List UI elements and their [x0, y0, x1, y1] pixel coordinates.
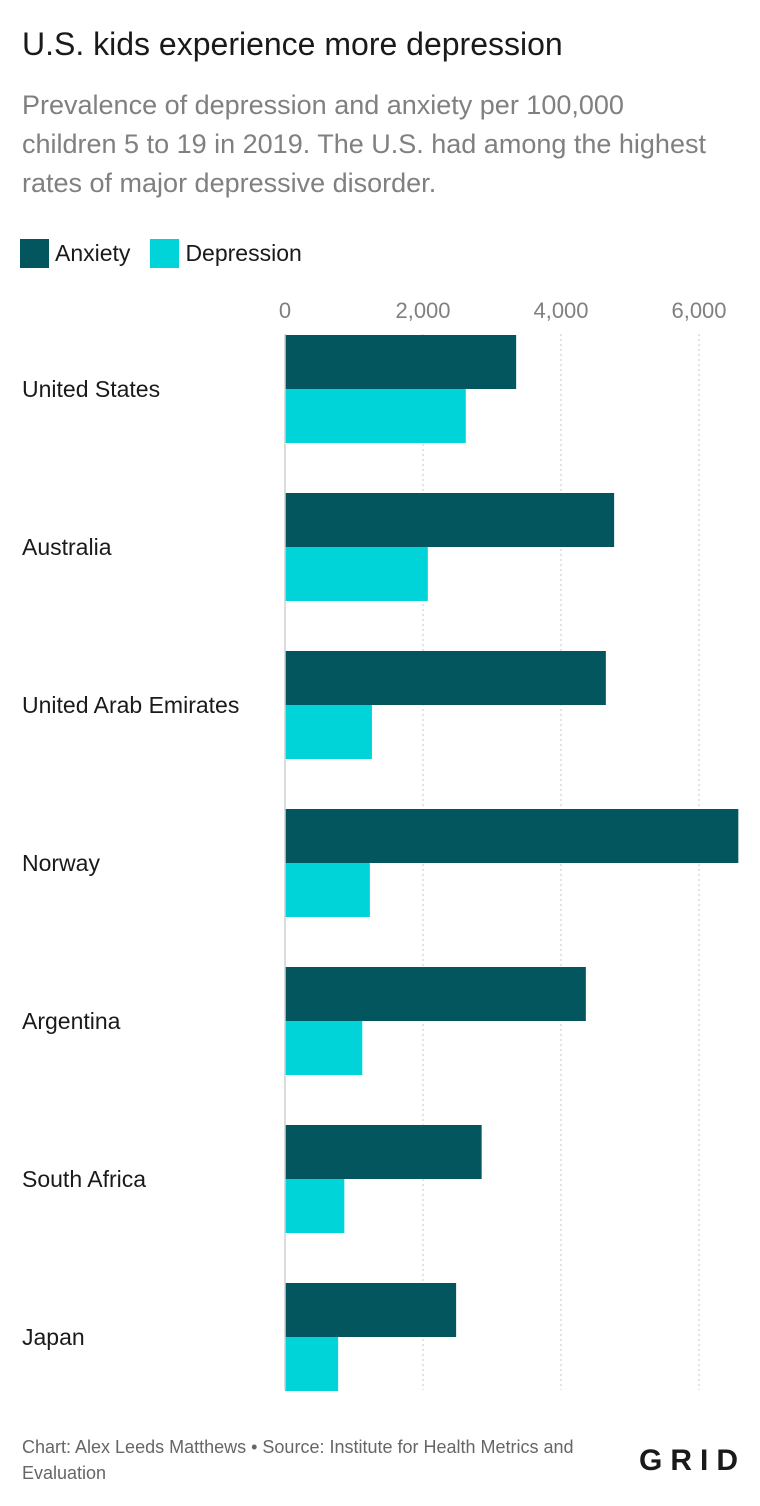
chart-title: U.S. kids experience more depression: [22, 26, 563, 62]
x-tick-label: 4,000: [533, 298, 588, 323]
x-tick-label: 0: [279, 298, 291, 323]
bar-anxiety-united-arab-emirates: [285, 651, 606, 705]
category-label: United States: [22, 376, 160, 402]
bar-depression-south-africa: [285, 1179, 345, 1233]
bar-anxiety-south-africa: [285, 1125, 482, 1179]
grid-logo: GRID: [639, 1444, 746, 1477]
category-label: South Africa: [22, 1166, 146, 1192]
legend-item-anxiety: Anxiety: [20, 238, 131, 268]
category-label: United Arab Emirates: [22, 692, 239, 718]
bar-depression-argentina: [285, 1021, 363, 1075]
bar-anxiety-argentina: [285, 967, 586, 1021]
chart-subtitle: Prevalence of depression and anxiety per…: [22, 90, 706, 198]
bar-depression-united-states: [285, 389, 466, 443]
legend-label-depression: Depression: [185, 239, 302, 266]
legend-label-anxiety: Anxiety: [55, 239, 131, 266]
bar-anxiety-united-states: [285, 335, 517, 389]
bar-anxiety-australia: [285, 493, 615, 547]
legend-swatch-anxiety: [20, 238, 49, 268]
bar-anxiety-japan: [285, 1283, 457, 1337]
logo-wordmark: GRID: [639, 1444, 746, 1477]
bar-depression-japan: [285, 1337, 339, 1391]
legend: Anxiety Depression: [20, 238, 322, 268]
legend-item-depression: Depression: [150, 238, 302, 268]
category-label: Japan: [22, 1324, 85, 1350]
bar-chart: 0 2,000 4,000 6,000 United States Australia Un…: [22, 298, 739, 1391]
category-label: Australia: [22, 534, 112, 560]
category-label: Norway: [22, 850, 100, 876]
bar-anxiety-norway: [285, 809, 739, 863]
chart-credit: Chart: Alex Leeds Matthews • Source: Ins…: [22, 1437, 574, 1483]
bar-depression-norway: [285, 863, 370, 917]
bar-depression-australia: [285, 547, 428, 601]
x-tick-label: 6,000: [671, 298, 726, 323]
bar-depression-united-arab-emirates: [285, 705, 372, 759]
category-label: Argentina: [22, 1008, 121, 1034]
legend-swatch-depression: [150, 238, 180, 268]
x-tick-label: 2,000: [395, 298, 450, 323]
